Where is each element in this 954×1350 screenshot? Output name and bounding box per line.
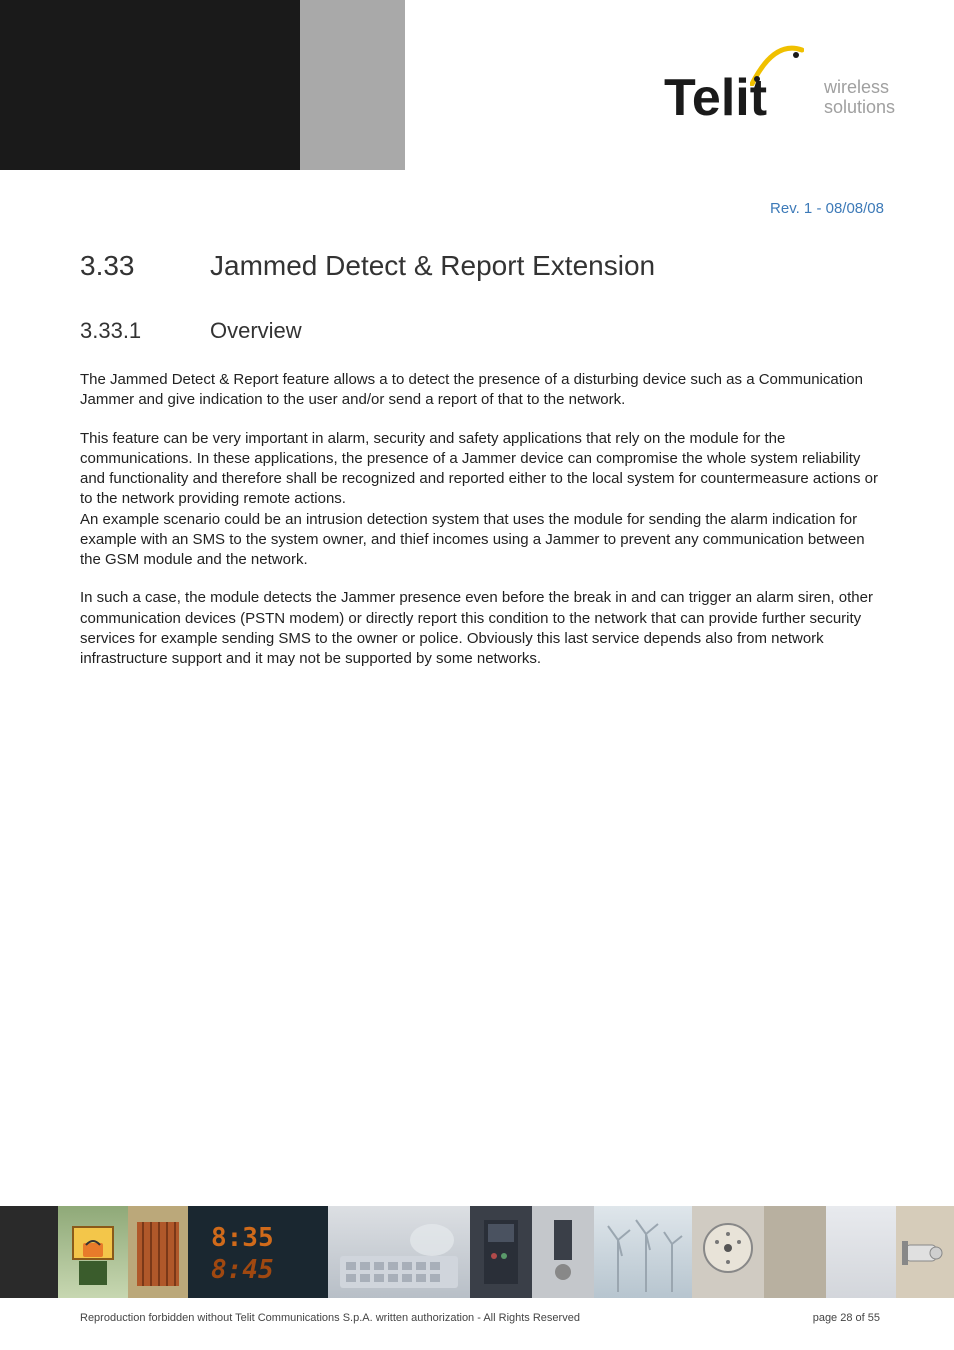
footer-tile-10 [764, 1206, 826, 1298]
footer-tile-3 [128, 1206, 188, 1298]
logo-wordmark: Telit [664, 68, 767, 128]
footer-page-number: page 28 of 55 [813, 1312, 880, 1324]
footer-tile-11 [826, 1206, 896, 1298]
logo-tag-line2: solutions [824, 98, 895, 118]
subsection-number: 3.33.1 [80, 318, 210, 344]
paragraph-3: In such a case, the module detects the J… [80, 588, 880, 669]
footer-tile-7 [532, 1206, 594, 1298]
svg-text:8:45: 8:45 [211, 1255, 274, 1285]
section-number: 3.33 [80, 250, 210, 282]
paragraph-2: This feature can be very important in al… [80, 429, 880, 571]
paragraph-1: The Jammed Detect & Report feature allow… [80, 370, 880, 411]
digital-display-icon: 8:35 8:45 [193, 1212, 323, 1292]
footer-tile-9 [692, 1206, 764, 1298]
content-area: 3.33Jammed Detect & Report Extension 3.3… [80, 250, 880, 687]
meter-icon [697, 1212, 759, 1292]
camera-icon [900, 1227, 950, 1277]
container-icon [133, 1212, 183, 1292]
section-heading: 3.33Jammed Detect & Report Extension [80, 250, 880, 282]
kiosk-icon [538, 1212, 588, 1292]
subsection-title: Overview [210, 318, 302, 343]
wind-turbines-icon [598, 1212, 688, 1292]
footer-tile-6 [470, 1206, 532, 1298]
footer-tile-5 [328, 1206, 470, 1298]
footer-tile-8 [594, 1206, 692, 1298]
header-white-block: Telit wireless solutions [405, 0, 954, 170]
footer-tile-1 [0, 1206, 58, 1298]
footer-tile-4: 8:35 8:45 [188, 1206, 328, 1298]
logo-tagline: wireless solutions [824, 78, 895, 118]
road-sign-icon [69, 1217, 117, 1287]
header-gray-block [300, 0, 405, 170]
logo-tag-line1: wireless [824, 78, 895, 98]
subsection-heading: 3.33.1Overview [80, 318, 880, 344]
footer-text-row: Reproduction forbidden without Telit Com… [80, 1312, 880, 1324]
telit-logo: Telit wireless solutions [664, 42, 914, 132]
keyboard-laptop-icon [334, 1212, 464, 1292]
revision-text: Rev. 1 - 08/08/08 [770, 200, 884, 217]
footer-image-strip: 8:35 8:45 [0, 1206, 954, 1298]
footer-tile-2 [58, 1206, 128, 1298]
header-dark-block [0, 0, 300, 170]
footer-tile-12 [896, 1206, 954, 1298]
vending-icon [476, 1212, 526, 1292]
section-title: Jammed Detect & Report Extension [210, 250, 655, 281]
footer-copyright: Reproduction forbidden without Telit Com… [80, 1312, 580, 1324]
page-container: Telit wireless solutions Rev. 1 - 08/08/… [0, 0, 954, 1350]
header-band: Telit wireless solutions [0, 0, 954, 170]
svg-text:8:35: 8:35 [211, 1223, 274, 1253]
